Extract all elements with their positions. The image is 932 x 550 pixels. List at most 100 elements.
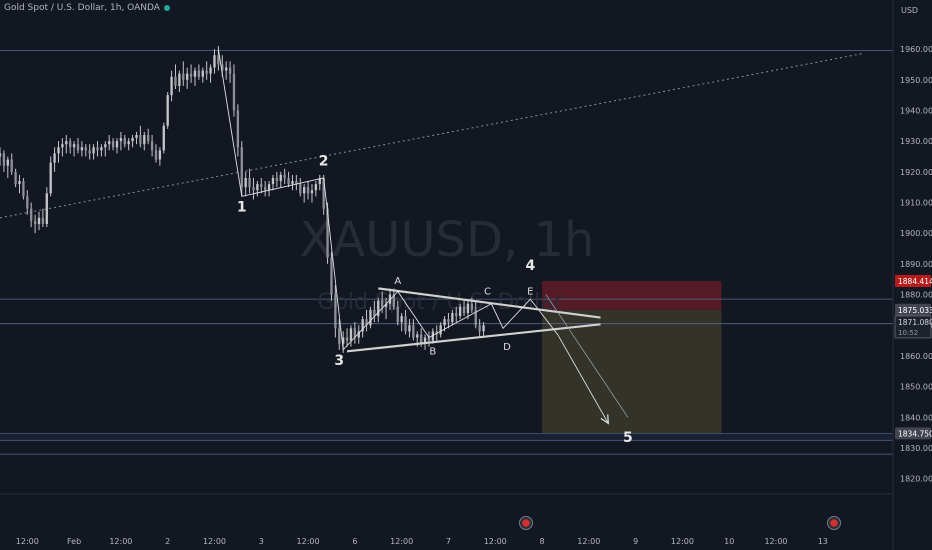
candle-body (275, 177, 279, 182)
time-tick-label: 6 (352, 537, 357, 546)
candle-body (178, 73, 181, 86)
candle-body (232, 73, 236, 111)
currency-label: USD (901, 6, 918, 15)
drawings (217, 49, 629, 425)
candle-body (30, 208, 33, 221)
candle-body (357, 331, 360, 338)
candle-body (310, 190, 314, 194)
price-tick-label: 1850.000 (900, 383, 932, 392)
symbol-title-text: Gold Spot / U.S. Dollar, 1h, OANDA (4, 3, 160, 13)
candle-body (412, 325, 415, 338)
candle-body (252, 187, 255, 191)
event-icon-left[interactable] (519, 516, 533, 530)
candle-body (318, 177, 321, 185)
candle-body (439, 325, 442, 335)
time-tick-label: 8 (539, 537, 544, 546)
dotted-trendline[interactable] (0, 53, 862, 219)
candle-body (482, 325, 485, 332)
candle-body (423, 337, 427, 344)
candle-body (299, 184, 302, 194)
price-tick-label: 1830.000 (900, 444, 932, 453)
candle-body (244, 177, 247, 188)
price-tick-label: 1840.000 (900, 413, 932, 422)
triangle-lower-line[interactable] (346, 323, 601, 353)
price-tag-label: 1871.080 (898, 318, 932, 327)
price-tick-label: 1900.000 (900, 229, 932, 238)
price-tick-label: 1920.000 (900, 168, 932, 177)
candle-body (380, 300, 384, 307)
candle-body (119, 138, 123, 142)
candle-body (427, 337, 431, 341)
price-tick-label: 1960.000 (900, 45, 932, 54)
candle-body (84, 147, 87, 151)
candle-body (170, 76, 173, 96)
candle-body (279, 174, 282, 182)
price-tag-box (895, 303, 931, 316)
symbol-title[interactable]: Gold Spot / U.S. Dollar, 1h, OANDA (4, 3, 170, 13)
price-tick-label: 1820.000 (900, 475, 932, 484)
candle-body (338, 328, 341, 344)
time-tick-label: 10 (724, 537, 734, 546)
candle-body (341, 337, 345, 344)
triangle-upper-line[interactable] (378, 287, 601, 319)
take-profit-zone[interactable] (542, 309, 722, 434)
candle-body (334, 294, 337, 329)
event-icon-right[interactable] (827, 516, 841, 530)
candle-body (88, 150, 91, 154)
candle-body (451, 312, 454, 323)
candle-body (72, 144, 76, 148)
time-tick-label: 12:00 (203, 537, 226, 546)
time-tick-label: Feb (67, 537, 81, 546)
price-tick-label: 1880.000 (900, 291, 932, 300)
candle-body (213, 55, 216, 68)
candle-body (115, 141, 119, 148)
wave-labels: 1 2 3 4 5 A B C D E (237, 154, 633, 446)
pattern-label: D (503, 342, 511, 353)
candle-body (69, 141, 72, 148)
candle-body (209, 67, 212, 74)
market-status-dot (163, 4, 170, 11)
candle-body (6, 159, 9, 166)
elliott-wave-path[interactable] (217, 49, 609, 424)
candle-body (462, 306, 466, 313)
projection-line[interactable] (545, 294, 629, 418)
candle-body (443, 319, 446, 326)
price-tick-label: 1950.000 (900, 76, 932, 85)
time-tick-label: 12:00 (109, 537, 132, 546)
wave-label: 2 (319, 154, 329, 170)
candle-body (96, 147, 99, 151)
pattern-label: B (429, 346, 436, 357)
candle-body (221, 64, 224, 71)
time-tick-label: 12:00 (484, 537, 507, 546)
candle-body (404, 316, 407, 332)
candle-body (33, 220, 37, 224)
candle-body (205, 70, 208, 74)
candle-body (447, 319, 450, 323)
position-zones (542, 281, 722, 434)
time-axis[interactable]: 12:00 Feb 12:00 2 12:00 3 12:00 6 12:00 7 12:00 8 12… (0, 493, 893, 546)
candle-body (236, 110, 240, 148)
candle-body (22, 181, 25, 197)
pattern-label: E (527, 287, 533, 298)
time-tick-label: 13 (818, 537, 828, 546)
candle-body (322, 177, 325, 209)
candle-body (104, 144, 107, 148)
time-tick-label: 3 (259, 537, 264, 546)
time-tick-label: 12:00 (390, 537, 413, 546)
candle-body (392, 294, 396, 307)
candle-body (143, 135, 146, 145)
candle-body (127, 141, 130, 145)
candle-body (384, 303, 388, 307)
candle-body (306, 187, 310, 194)
price-tick-label: 1930.000 (900, 137, 932, 146)
time-tick-label: 2 (165, 537, 170, 546)
candle-body (182, 73, 185, 80)
candle-body (419, 334, 423, 344)
candle-body (373, 309, 376, 317)
wave-label: 1 (237, 200, 247, 216)
candle-body (326, 208, 329, 258)
candle-body (10, 159, 13, 172)
stop-loss-zone[interactable] (542, 281, 722, 310)
pattern-label: A (394, 276, 401, 287)
